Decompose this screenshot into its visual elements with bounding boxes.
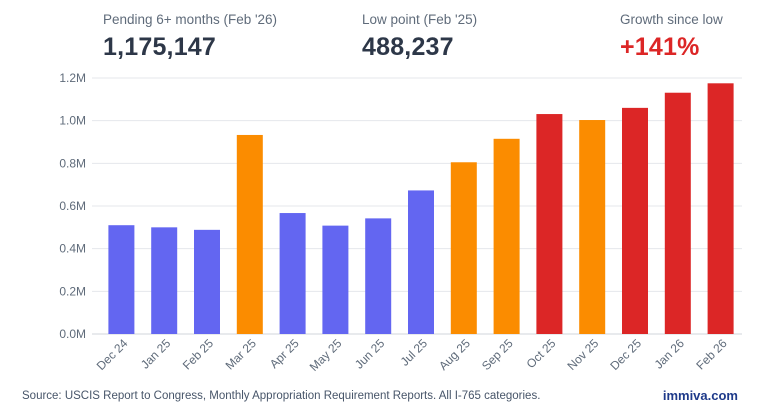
bar-aug-25[interactable] xyxy=(450,162,477,334)
bar-nov-25[interactable] xyxy=(579,120,606,334)
bars xyxy=(108,83,734,334)
x-tick-label: Feb 26 xyxy=(693,336,730,373)
x-tick-label: Jul 25 xyxy=(398,336,431,369)
x-tick-label: May 25 xyxy=(307,336,345,374)
x-tick-label: Dec 24 xyxy=(94,336,131,373)
x-tick-label: Jun 25 xyxy=(352,336,388,372)
stat-pending-value: 1,175,147 xyxy=(103,33,217,61)
bar-dec-24[interactable] xyxy=(108,225,135,334)
stat-growth-label: Growth since low xyxy=(620,12,723,27)
x-tick-label: Apr 25 xyxy=(267,336,302,371)
y-tick-label: 0.4M xyxy=(59,242,86,256)
stat-low-point: Low point (Feb '25) 488,237 xyxy=(362,12,477,62)
y-tick-label: 1.0M xyxy=(59,114,86,128)
x-tick-label: Dec 25 xyxy=(607,336,644,373)
stat-pending: Pending 6+ months (Feb '26) 1,175,147 xyxy=(103,12,277,62)
x-tick-label: Aug 25 xyxy=(436,336,473,373)
y-axis-ticks: 0.0M 0.2M 0.4M 0.6M 0.8M 1.0M 1.2M xyxy=(59,71,86,341)
source-note: Source: USCIS Report to Congress, Monthl… xyxy=(22,390,541,402)
bar-jan-25[interactable] xyxy=(151,227,178,334)
bar-jan-26[interactable] xyxy=(664,92,691,334)
x-tick-label: Feb 25 xyxy=(180,336,217,373)
bar-jun-25[interactable] xyxy=(365,218,392,334)
stat-growth-value: +141% xyxy=(620,33,700,61)
x-tick-label: Oct 25 xyxy=(524,336,559,371)
bar-feb-26[interactable] xyxy=(707,83,734,334)
stat-low-point-label: Low point (Feb '25) xyxy=(362,12,478,27)
bar-jul-25[interactable] xyxy=(408,190,434,334)
bar-apr-25[interactable] xyxy=(279,213,306,334)
bar-may-25[interactable] xyxy=(322,225,349,334)
y-tick-label: 0.6M xyxy=(59,199,86,213)
bar-mar-25[interactable] xyxy=(236,134,263,334)
x-tick-label: Jan 26 xyxy=(652,336,688,372)
stat-growth: Growth since low +141% xyxy=(620,12,723,62)
y-tick-label: 0.2M xyxy=(59,284,86,298)
x-tick-label: Sep 25 xyxy=(479,336,516,373)
bar-sep-25[interactable] xyxy=(493,138,520,334)
bar-feb-25[interactable] xyxy=(194,229,220,334)
y-tick-label: 0.8M xyxy=(59,156,86,170)
y-tick-label: 1.2M xyxy=(59,71,86,85)
x-tick-label: Nov 25 xyxy=(565,336,602,373)
stat-pending-label: Pending 6+ months (Feb '26) xyxy=(103,12,278,27)
y-tick-label: 0.0M xyxy=(59,327,86,341)
brand-link[interactable]: immiva.com xyxy=(662,388,738,403)
bar-dec-25[interactable] xyxy=(622,107,648,334)
x-tick-label: Jan 25 xyxy=(138,336,174,372)
stat-low-point-value: 488,237 xyxy=(362,33,454,61)
x-axis-ticks: Dec 24 Jan 25 Feb 25 Mar 25 Apr 25 May 25 Jun … xyxy=(94,336,730,374)
x-tick-label: Mar 25 xyxy=(223,336,260,373)
bar-oct-25[interactable] xyxy=(536,114,563,334)
